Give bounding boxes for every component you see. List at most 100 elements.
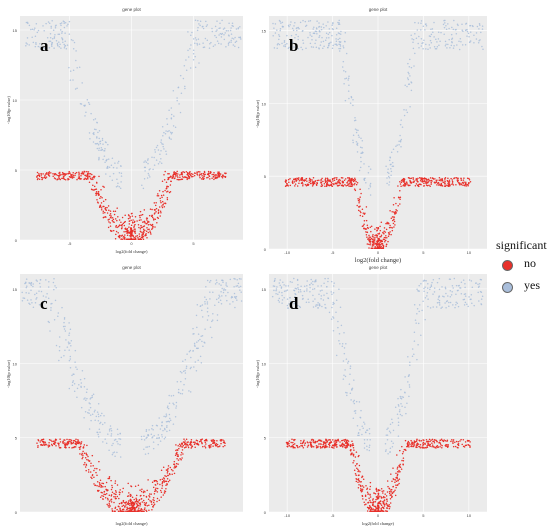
point-no: [322, 443, 324, 446]
point-yes: [25, 44, 27, 47]
point-yes: [201, 340, 203, 343]
point-no: [394, 479, 397, 481]
point-yes: [97, 144, 100, 146]
point-yes: [227, 29, 229, 32]
point-no: [352, 180, 355, 183]
point-no: [300, 182, 303, 185]
point-no: [134, 232, 137, 234]
point-yes: [64, 330, 67, 332]
point-no: [159, 197, 161, 200]
point-no: [145, 496, 148, 498]
point-yes: [341, 345, 344, 348]
point-no: [347, 440, 350, 442]
point-no: [382, 231, 384, 234]
point-no: [365, 233, 368, 236]
point-no: [114, 218, 117, 220]
point-yes: [163, 438, 166, 440]
point-no: [320, 178, 322, 181]
point-yes: [386, 438, 389, 441]
point-no: [151, 208, 153, 211]
point-no: [379, 510, 381, 513]
point-yes: [438, 288, 441, 291]
point-yes: [190, 366, 192, 369]
point-no: [101, 495, 103, 497]
point-no: [147, 220, 149, 222]
point-yes: [182, 77, 185, 80]
point-no: [98, 175, 100, 178]
point-yes: [35, 292, 38, 295]
point-yes: [402, 396, 405, 399]
point-no: [154, 488, 157, 491]
point-no: [447, 182, 449, 185]
point-yes: [220, 284, 222, 286]
point-no: [395, 484, 397, 486]
point-yes: [68, 33, 71, 35]
point-no: [330, 441, 333, 443]
point-yes: [61, 38, 64, 40]
point-yes: [360, 156, 362, 159]
point-no: [88, 173, 90, 175]
point-no: [210, 444, 212, 446]
point-yes: [302, 39, 304, 41]
point-no: [133, 498, 135, 501]
point-no: [321, 177, 323, 180]
point-no: [202, 445, 204, 448]
point-yes: [159, 428, 162, 430]
point-yes: [182, 360, 184, 362]
point-no: [369, 240, 372, 243]
point-no: [361, 494, 364, 497]
point-yes: [451, 291, 453, 293]
point-yes: [28, 282, 31, 284]
point-no: [177, 178, 180, 181]
point-no: [114, 510, 116, 513]
point-no: [110, 488, 113, 491]
point-no: [444, 179, 446, 181]
point-no: [157, 195, 160, 197]
point-no: [96, 484, 98, 487]
point-no: [79, 453, 81, 455]
point-yes: [172, 402, 174, 405]
point-no: [90, 476, 92, 479]
point-yes: [164, 436, 167, 439]
point-no: [116, 484, 119, 486]
point-no: [147, 479, 149, 481]
point-yes: [286, 298, 289, 300]
point-no: [392, 203, 395, 206]
point-no: [155, 480, 158, 482]
point-no: [465, 444, 468, 447]
point-yes: [165, 153, 168, 155]
point-yes: [306, 288, 308, 290]
point-no: [186, 177, 189, 179]
point-yes: [303, 285, 306, 288]
point-no: [153, 499, 155, 502]
point-yes: [310, 278, 312, 281]
point-yes: [290, 21, 292, 23]
point-no: [357, 468, 359, 471]
point-yes: [31, 28, 34, 30]
point-yes: [339, 45, 342, 47]
point-yes: [433, 36, 435, 38]
point-yes: [357, 434, 359, 437]
point-no: [85, 453, 88, 456]
point-no: [435, 181, 438, 183]
point-yes: [48, 280, 50, 283]
point-no: [134, 223, 136, 226]
point-yes: [409, 361, 411, 363]
point-no: [140, 224, 142, 227]
point-no: [126, 506, 128, 508]
point-no: [353, 460, 355, 462]
point-yes: [332, 330, 335, 332]
point-yes: [194, 345, 196, 348]
point-no: [319, 440, 322, 442]
point-no: [443, 182, 446, 185]
point-yes: [149, 176, 151, 178]
point-yes: [60, 356, 63, 359]
point-yes: [24, 282, 27, 284]
point-no: [187, 446, 190, 449]
point-yes: [190, 34, 192, 37]
point-yes: [335, 299, 338, 302]
point-no: [61, 177, 63, 180]
point-yes: [352, 400, 355, 403]
point-yes: [68, 343, 70, 345]
point-no: [350, 453, 353, 455]
